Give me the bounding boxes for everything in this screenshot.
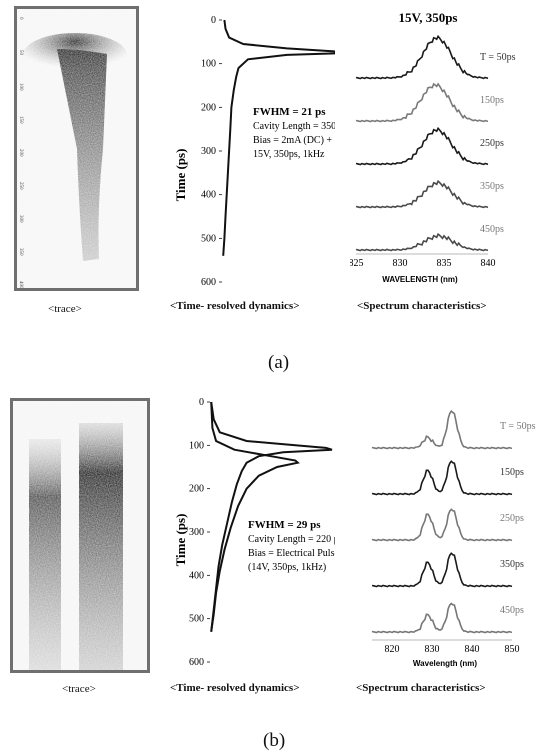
spectrum-title-a: 15V, 350ps	[398, 10, 457, 25]
spectrum-trace	[355, 232, 489, 252]
y-tick-label: 200	[201, 102, 216, 113]
streak-trace-b-svg	[13, 401, 147, 670]
time-resolved-chart-a: Time (ps) 0 100 200 300 400 500 600 FWHM = 21 …	[173, 15, 335, 288]
y-tick-label: 500	[201, 233, 216, 244]
trace-axis-tick: 50	[18, 50, 23, 56]
dynamics-caption-a: <Time- resolved dynamics>	[170, 300, 300, 312]
spectrum-trace	[355, 34, 489, 80]
spectrum-trace	[371, 460, 513, 496]
trace-axis-tick: 150	[18, 116, 23, 124]
info-line: 15V, 350ps, 1kHz	[253, 149, 325, 160]
spectrum-time-label: 250ps	[500, 513, 524, 524]
spectrum-time-label: 450ps	[480, 224, 504, 235]
spectrum-trace	[371, 508, 513, 542]
trace-axis-tick: 200	[18, 149, 23, 157]
panel-letter-b: (b)	[263, 730, 286, 751]
spectrum-time-label: 450ps	[500, 605, 524, 616]
intensity-curve-b1	[210, 401, 333, 632]
spectrum-trace	[355, 126, 489, 166]
fwhm-label-b: FWHM = 29 ps	[248, 519, 321, 531]
spectrum-time-label: 350ps	[500, 559, 524, 570]
dynamics-caption-b: <Time- resolved dynamics>	[170, 682, 300, 694]
x-tick-label: 840	[481, 258, 496, 269]
spectrum-caption-b: <Spectrum characteristics>	[356, 682, 486, 694]
info-line: Bias = Electrical Pulse	[248, 548, 335, 559]
spectrum-trace	[371, 602, 513, 634]
spectrum-time-label: T = 50ps	[480, 52, 516, 63]
y-tick-label: 500	[189, 614, 204, 625]
info-line: Cavity Length = 220 μm	[248, 534, 335, 545]
info-line: Cavity Length = 350 μm	[253, 121, 335, 132]
y-tick-label: 400	[201, 190, 216, 201]
trace-axis-tick: 100	[18, 83, 23, 91]
trace-axis-tick: 350	[18, 248, 23, 256]
x-tick-label: 825	[350, 258, 364, 269]
fwhm-label-a: FWHM = 21 ps	[253, 106, 326, 118]
y-tick-label: 200	[189, 484, 204, 495]
time-resolved-chart-b: Time (ps) 0 100 200 300 400 500 600 FWHM = 29 …	[173, 397, 335, 668]
x-tick-label: 830	[425, 644, 440, 655]
trace-caption-b: <trace>	[62, 683, 96, 695]
spectrum-time-label: T = 50ps	[500, 421, 536, 432]
trace-axis-tick: 250	[18, 182, 23, 190]
y-tick-label: 0	[199, 397, 204, 408]
x-axis-label-a: WAVELENGTH (nm)	[382, 275, 458, 284]
y-axis-label: Time (ps)	[173, 149, 188, 202]
trace-axis-tick: 300	[18, 215, 23, 223]
y-tick-label: 300	[201, 146, 216, 157]
y-tick-label: 300	[189, 527, 204, 538]
x-tick-label: 820	[385, 644, 400, 655]
y-tick-label: 400	[189, 570, 204, 581]
info-line: (14V, 350ps, 1kHz)	[248, 562, 326, 573]
spectrum-trace	[371, 410, 513, 450]
panel-letter-a: (a)	[268, 352, 290, 373]
spectrum-chart-b: T = 50ps 150ps 250ps 350ps 450ps 820 830 840 85…	[371, 410, 536, 668]
y-tick-label: 100	[189, 440, 204, 451]
spectrum-chart-a: 15V, 350ps T = 50ps150ps250ps350ps450ps …	[350, 10, 516, 284]
info-line: Bias = 2mA (DC) +	[253, 135, 332, 146]
y-tick-label: 100	[201, 59, 216, 70]
spectrum-trace	[355, 179, 489, 209]
figure-panel-b: <trace> Time (ps) 0 100 200 300 400 500 600 FW…	[0, 390, 546, 756]
spectrum-caption-a: <Spectrum characteristics>	[357, 300, 487, 312]
streak-trace-a-svg: 0 50 100 150 200 250 300 350 400	[17, 9, 136, 288]
x-axis-label-b: Wavelength (nm)	[413, 659, 477, 668]
spectrum-time-label: 150ps	[480, 95, 504, 106]
x-tick-label: 835	[437, 258, 452, 269]
y-tick-label: 600	[201, 277, 216, 288]
streak-trace-image-a: 0 50 100 150 200 250 300 350 400	[14, 6, 139, 291]
spectrum-time-label: 250ps	[480, 138, 504, 149]
spectrum-time-label: 350ps	[480, 181, 504, 192]
x-tick-label: 840	[465, 644, 480, 655]
intensity-curve-b2	[210, 401, 300, 632]
streak-trace-image-b	[10, 398, 150, 673]
trace-axis-tick: 0	[18, 17, 23, 20]
spectrum-trace	[371, 552, 513, 588]
y-tick-label: 0	[211, 15, 216, 26]
x-tick-label: 830	[393, 258, 408, 269]
trace-caption-a: <trace>	[48, 303, 82, 315]
spectrum-time-label: 150ps	[500, 467, 524, 478]
y-tick-label: 600	[189, 657, 204, 668]
trace-axis-tick: 400	[18, 281, 23, 288]
spectrum-trace	[355, 82, 489, 123]
x-tick-label: 850	[505, 644, 520, 655]
figure-panel-a: 0 50 100 150 200 250 300 350 400 <trace> Time (p…	[14, 6, 516, 373]
y-axis-label: Time (ps)	[173, 514, 188, 567]
intensity-curve-a	[222, 19, 335, 256]
